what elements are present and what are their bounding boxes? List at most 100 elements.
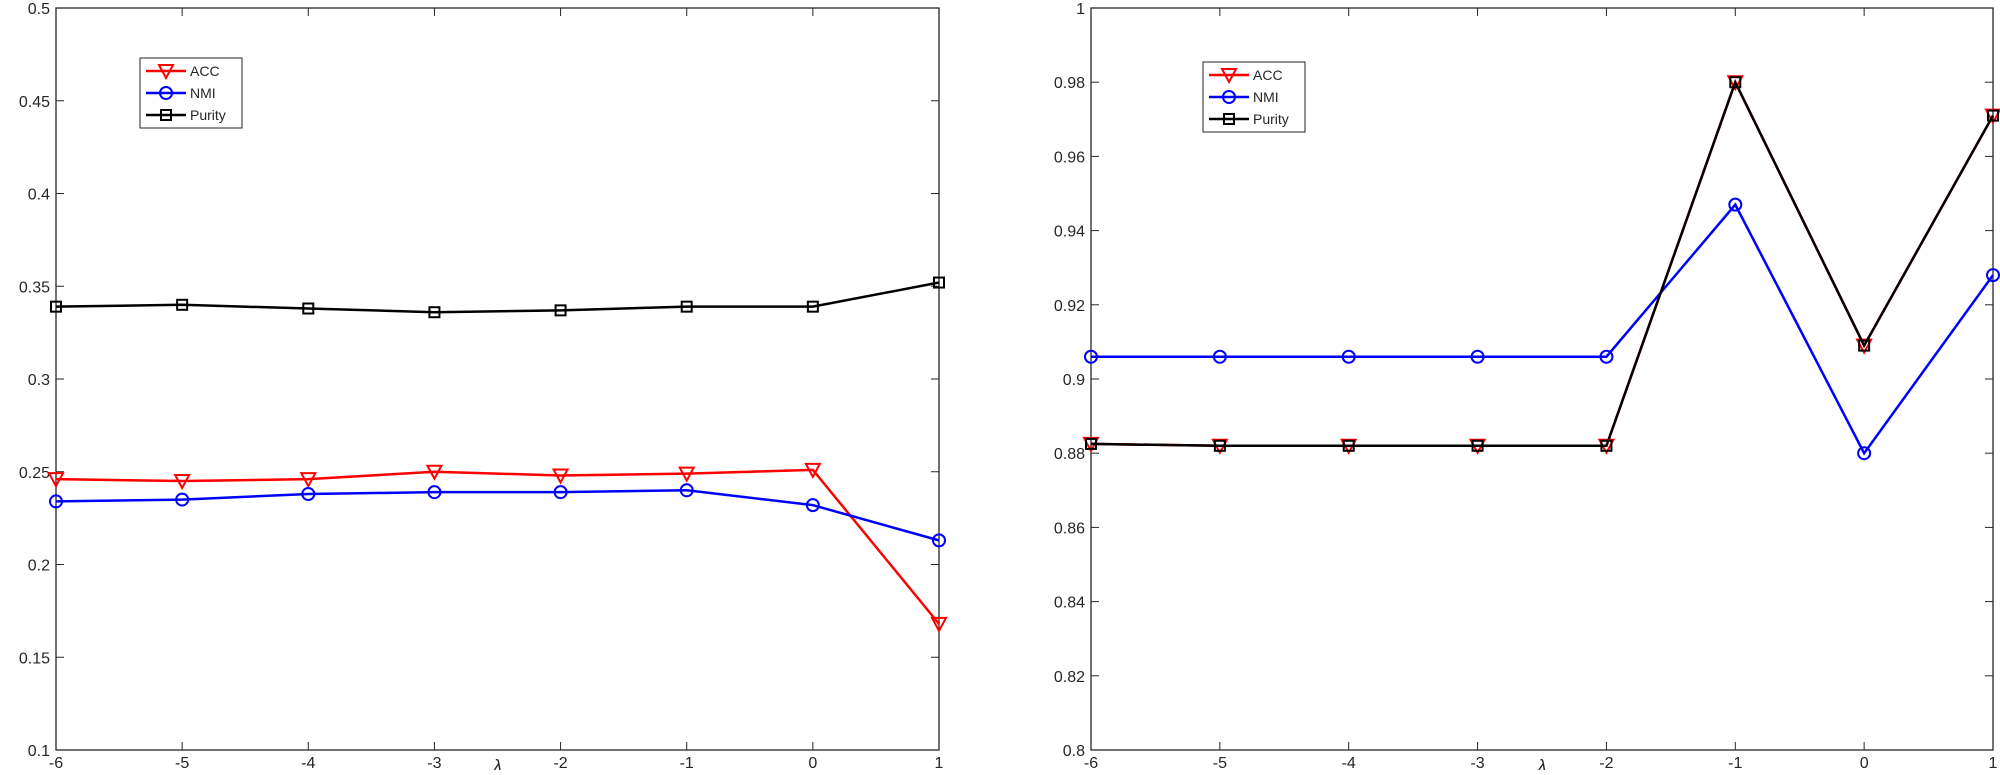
series-line-nmi: [1091, 202, 1995, 456]
x-tick-label: -4: [301, 755, 315, 770]
x-tick-label: -3: [1470, 755, 1484, 770]
data-point-purity: [933, 276, 945, 289]
series-line-acc: [55, 468, 940, 625]
y-tick-label: 0.84: [1054, 595, 1085, 612]
legend-label: NMI: [190, 85, 216, 101]
y-tick-label: 0.25: [19, 465, 50, 482]
data-point-purity: [428, 306, 441, 319]
series-nmi: [1084, 197, 2000, 461]
series-line-nmi: [55, 489, 940, 542]
series-purity: [1085, 76, 1999, 452]
x-axis-label: λ: [492, 756, 502, 770]
data-point-purity: [1213, 439, 1226, 452]
data-point-nmi: [1986, 268, 2000, 283]
series-line-purity: [55, 281, 940, 314]
data-point-acc: [930, 616, 948, 633]
x-tick-label: -3: [427, 755, 441, 770]
data-point-purity: [806, 300, 819, 313]
chart-panel-2: -6 -5 -4 -3 -2 -1 0 1 0.8 0.82 0.84 0.86 0.88 0.9 0.92…: [1054, 1, 2000, 775]
y-tick-label: 0.1: [28, 743, 50, 760]
data-point-purity: [1342, 439, 1355, 452]
data-point-nmi: [1857, 446, 1872, 461]
data-point-purity: [1085, 437, 1097, 450]
y-tick-label: 0.2: [28, 558, 50, 575]
x-tick-label: -1: [1728, 755, 1742, 770]
y-tick-label: 0.82: [1054, 669, 1085, 686]
data-point-acc: [678, 466, 696, 483]
legend: ACC NMI Purity: [1202, 61, 1306, 133]
y-tick-label: 0.3: [28, 372, 50, 389]
x-tick-label: -2: [553, 755, 567, 770]
data-point-acc: [425, 464, 444, 481]
legend-label: ACC: [1253, 67, 1283, 83]
data-point-acc: [804, 462, 822, 480]
data-point-nmi: [932, 533, 946, 548]
data-point-nmi: [427, 485, 442, 500]
series-line-purity: [1090, 78, 1995, 448]
data-point-purity: [554, 304, 567, 317]
x-tick-label: -1: [680, 755, 694, 770]
data-point-nmi: [1728, 197, 1743, 212]
legend-label: Purity: [190, 107, 226, 123]
y-tick-label: 0.98: [1054, 75, 1085, 92]
data-point-purity: [1600, 439, 1613, 452]
y-tick-label: 0.45: [19, 94, 50, 111]
data-point-nmi: [553, 485, 568, 500]
legend-marker-icon: [1220, 68, 1238, 85]
x-tick-label: 0: [1860, 755, 1869, 770]
data-point-nmi: [175, 492, 190, 507]
x-tick-label: -2: [1599, 755, 1613, 770]
data-point-nmi: [301, 487, 316, 502]
data-point-purity: [50, 300, 62, 313]
data-point-purity: [1987, 109, 1999, 122]
data-point-nmi: [1599, 349, 1614, 364]
data-point-nmi: [1470, 349, 1485, 364]
y-tick-label: 0.5: [28, 1, 50, 18]
data-point-nmi: [805, 498, 820, 513]
data-point-purity: [176, 298, 189, 311]
data-point-acc: [551, 468, 570, 485]
legend: ACC NMI Purity: [139, 57, 243, 129]
x-axis-label: λ: [1537, 756, 1547, 770]
data-point-acc: [299, 472, 317, 489]
x-tick-label: -5: [1213, 755, 1227, 770]
chart-panel-1: -6 -5 -4 -3 -2 -1 0 1 0.1 0.15 0.2 0.25 0.3 0.35 0.4 0.…: [19, 1, 948, 775]
data-point-nmi: [1341, 349, 1356, 364]
series-nmi: [49, 483, 946, 548]
y-tick-label: 0.4: [28, 187, 50, 204]
data-point-nmi: [1084, 349, 1098, 364]
x-tick-label: 1: [935, 755, 944, 770]
series-purity: [50, 276, 945, 319]
x-tick-label: -4: [1342, 755, 1356, 770]
legend-marker-icon: [1222, 90, 1236, 104]
data-point-acc: [173, 474, 191, 491]
y-tick-label: 0.8: [1063, 743, 1085, 760]
data-point-purity: [1858, 339, 1871, 352]
y-tick-label: 0.9: [1063, 372, 1085, 389]
data-point-acc: [47, 472, 65, 489]
data-point-nmi: [49, 494, 63, 509]
data-point-purity: [302, 302, 315, 315]
x-tick-label: -5: [175, 755, 189, 770]
x-tick-label: 0: [808, 755, 817, 770]
legend-label: Purity: [1253, 111, 1289, 127]
data-point-purity: [1471, 439, 1484, 452]
y-tick-label: 0.35: [19, 279, 50, 296]
y-tick-label: 0.92: [1054, 298, 1085, 315]
series-acc: [47, 462, 948, 633]
legend-label: ACC: [190, 63, 220, 79]
legend-label: NMI: [1253, 89, 1279, 105]
y-tick-label: 0.94: [1054, 224, 1085, 241]
legend-marker-icon: [159, 86, 173, 100]
legend-marker-icon: [1223, 113, 1235, 125]
legend-marker-icon: [160, 109, 172, 121]
x-tick-label: -6: [1084, 755, 1098, 770]
plot-area: [55, 7, 940, 751]
data-point-nmi: [1212, 349, 1227, 364]
y-tick-label: 0.88: [1054, 446, 1085, 463]
y-tick-label: 0.86: [1054, 520, 1085, 537]
x-tick-label: 1: [1989, 755, 1998, 770]
x-tick-label: -6: [49, 755, 63, 770]
data-point-nmi: [679, 483, 694, 498]
